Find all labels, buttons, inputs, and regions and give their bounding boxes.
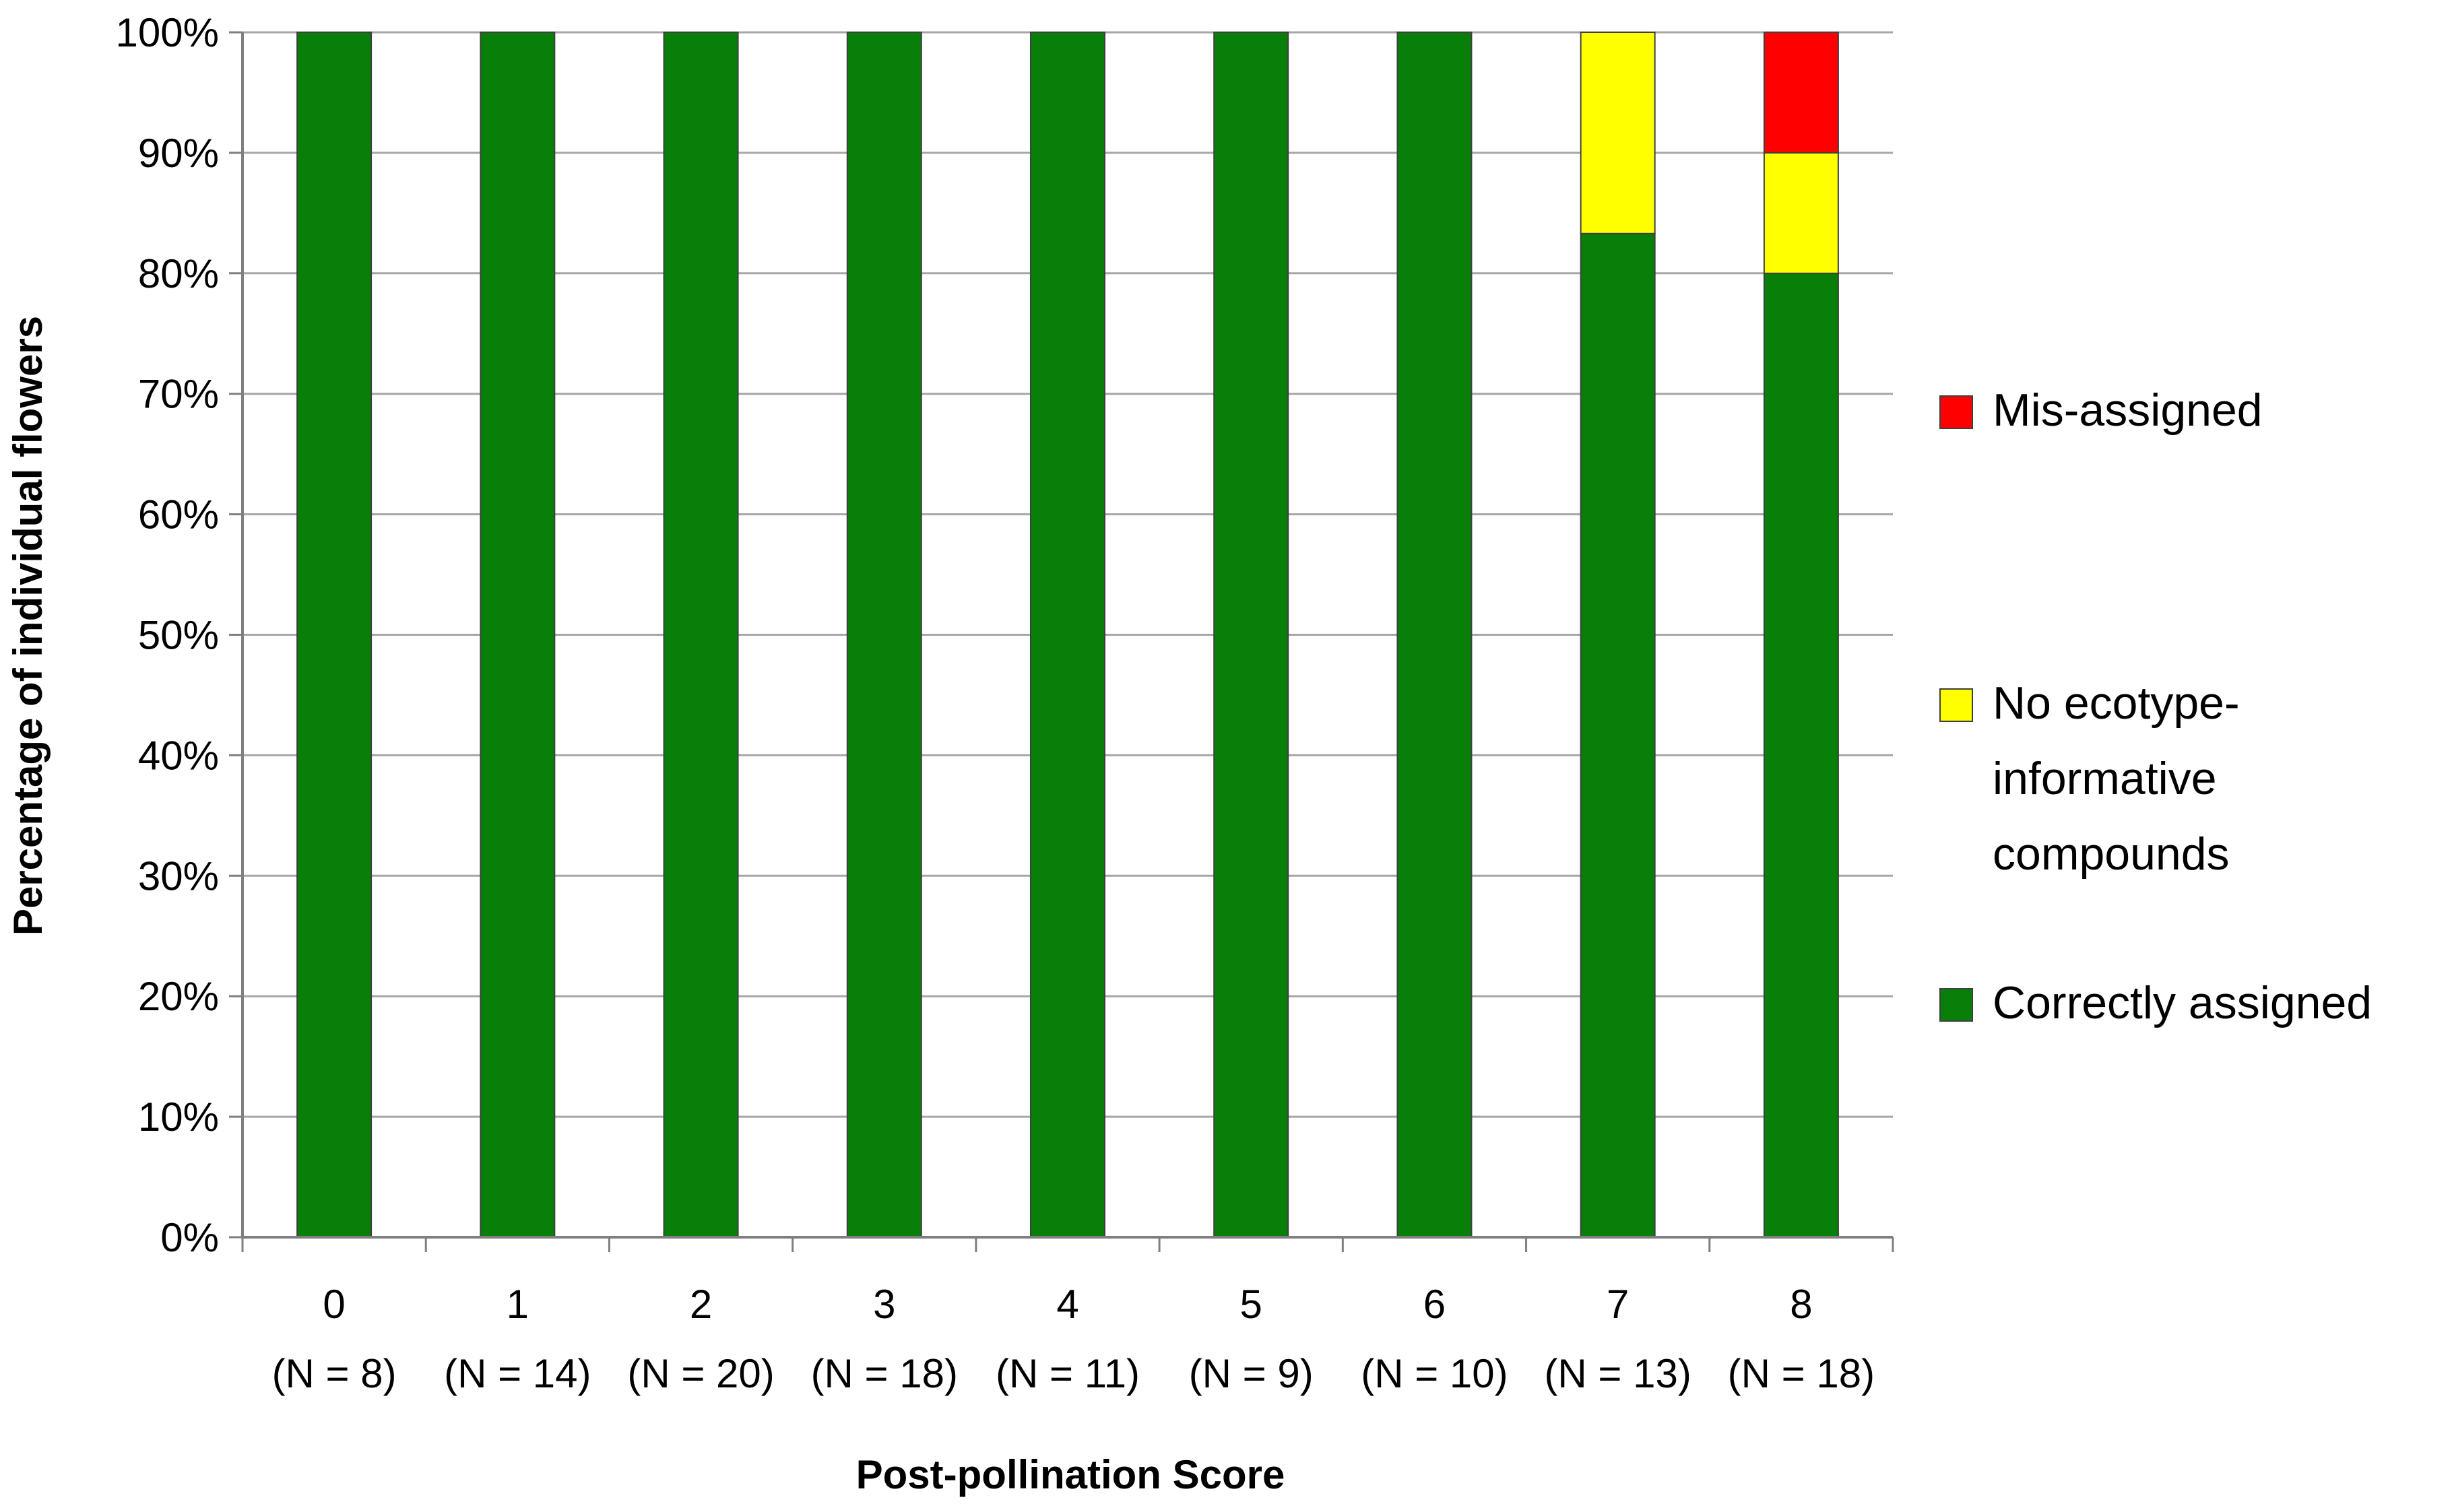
x-sample-size-label: (N = 18) <box>1728 1351 1875 1396</box>
x-tick-label: 3 <box>873 1282 895 1327</box>
x-sample-size-label: (N = 18) <box>811 1351 958 1396</box>
x-tick-label: 5 <box>1240 1282 1262 1327</box>
x-sample-size-label: (N = 10) <box>1361 1351 1508 1396</box>
y-tick-label: 80% <box>138 251 219 296</box>
bar-segment <box>1396 32 1473 1238</box>
x-tick-label: 1 <box>507 1282 529 1327</box>
bar-segment <box>663 32 739 1238</box>
bar-segment <box>1030 32 1105 1238</box>
x-tick-label: 4 <box>1056 1282 1078 1327</box>
legend-swatch <box>1939 395 1973 429</box>
legend: Mis-assigned No ecotype-informative compou… <box>1939 385 2372 1028</box>
x-sample-size-label: (N = 11) <box>996 1351 1140 1396</box>
legend-swatch <box>1939 688 1973 722</box>
y-tick-label: 50% <box>138 613 219 658</box>
bar-segment <box>1763 272 1839 1238</box>
x-sample-size-label: (N = 8) <box>272 1351 397 1396</box>
x-tick-label: 2 <box>690 1282 712 1327</box>
x-sample-size-label: (N = 9) <box>1189 1351 1314 1396</box>
x-tick-label: 7 <box>1607 1282 1629 1327</box>
bar-segment <box>1580 32 1656 234</box>
x-tick-label: 0 <box>323 1282 345 1327</box>
bar-segment <box>480 32 556 1238</box>
y-tick-label: 0% <box>160 1215 219 1260</box>
bar-segment <box>1213 32 1289 1238</box>
y-tick-label: 10% <box>138 1094 219 1140</box>
x-axis-title: Post-pollination Score <box>856 1452 1285 1497</box>
y-tick-label: 30% <box>138 853 219 898</box>
legend-label: compounds <box>1993 828 2230 880</box>
bar-segment <box>1580 232 1656 1239</box>
y-tick-label: 40% <box>138 733 219 778</box>
bars <box>296 32 1839 1239</box>
x-sample-size-label: (N = 13) <box>1544 1351 1691 1396</box>
legend-label: No ecotype- <box>1993 678 2240 729</box>
legend-label: Correctly assigned <box>1993 977 2372 1028</box>
x-tick-label: 8 <box>1790 1282 1812 1327</box>
x-sample-size-label: (N = 20) <box>627 1351 774 1396</box>
y-tick-label: 100% <box>116 10 219 55</box>
legend-label: informative <box>1993 753 2217 804</box>
axes: 0% 10% 20% 30% 40% 50% 60% 70% 80% 90% 100% 0 (N = 8… <box>116 10 1894 1396</box>
legend-label: Mis-assigned <box>1993 385 2263 436</box>
x-tick-label: 6 <box>1423 1282 1446 1327</box>
bar-segment <box>1763 152 1839 274</box>
x-sample-size-label: (N = 14) <box>444 1351 591 1396</box>
bar-segment <box>1763 32 1839 154</box>
bar-segment <box>296 32 373 1238</box>
bar-segment <box>846 32 922 1238</box>
y-tick-label: 20% <box>138 974 219 1019</box>
y-tick-label: 60% <box>138 492 219 537</box>
y-tick-label: 70% <box>138 372 219 417</box>
y-axis-title: Percentage of individual flowers <box>5 316 51 935</box>
legend-swatch <box>1939 988 1973 1022</box>
y-tick-label: 90% <box>138 131 219 176</box>
